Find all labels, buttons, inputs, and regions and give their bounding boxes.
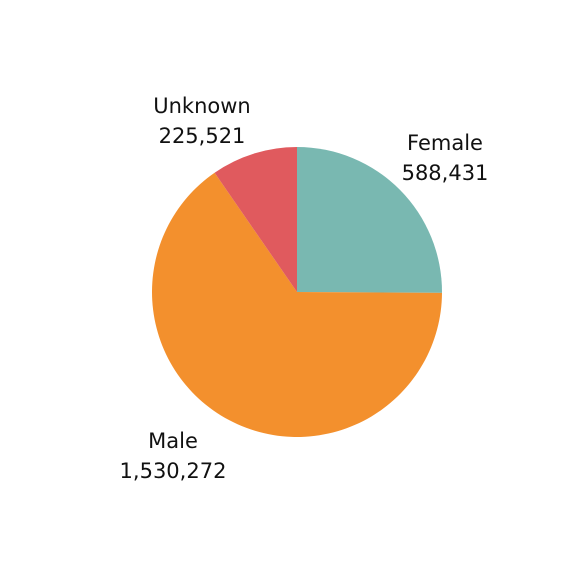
label-male: Male bbox=[148, 429, 198, 453]
value-male: 1,530,272 bbox=[120, 459, 227, 483]
slice-male bbox=[151, 172, 442, 438]
slice-female bbox=[297, 147, 442, 293]
pie-slices bbox=[151, 147, 442, 438]
value-unknown: 225,521 bbox=[159, 124, 246, 148]
slice-unknown bbox=[214, 147, 297, 292]
label-unknown: Unknown bbox=[153, 94, 250, 118]
value-female: 588,431 bbox=[402, 161, 489, 185]
label-female: Female bbox=[407, 131, 483, 155]
